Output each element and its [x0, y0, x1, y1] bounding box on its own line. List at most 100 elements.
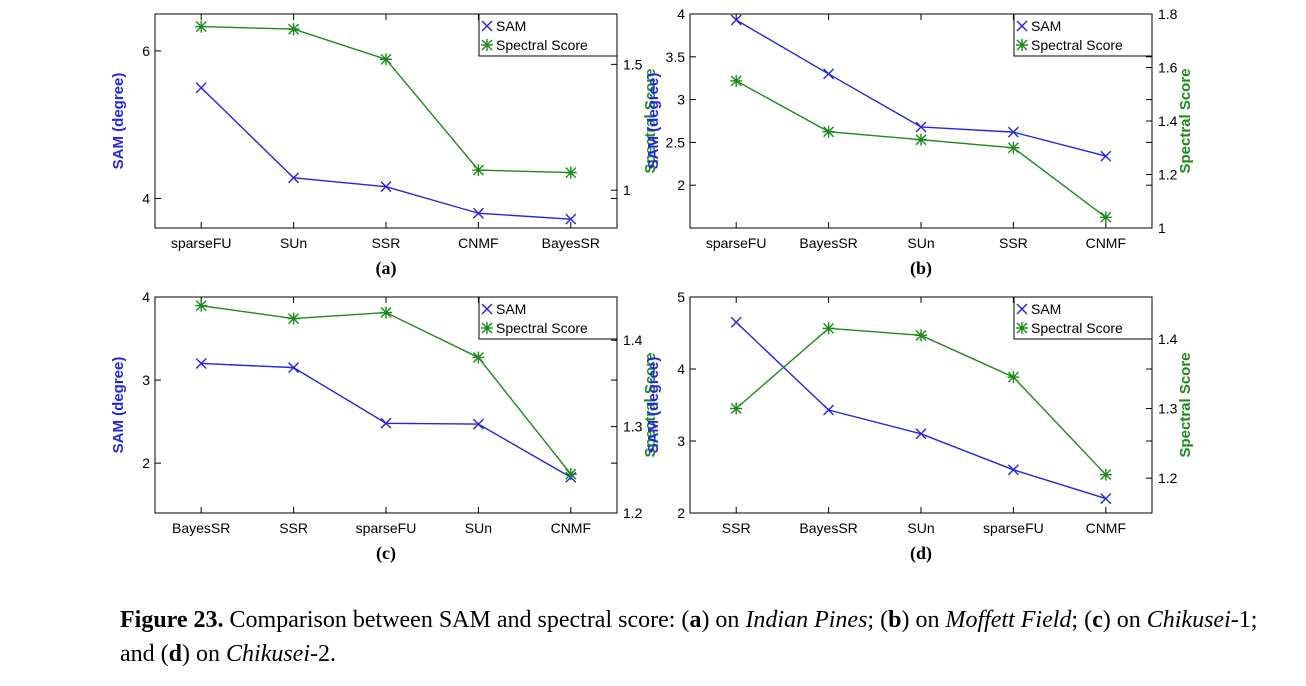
sam-point	[195, 357, 207, 369]
sam-point	[472, 207, 484, 219]
spectral-score-point	[380, 306, 392, 319]
x-tick-label: sparseFU	[706, 235, 767, 251]
y2-tick-label: 1	[623, 182, 631, 198]
x-tick-label: SUn	[907, 235, 934, 251]
caption-c-name: Chikusei	[1146, 607, 1231, 633]
sam-point	[195, 82, 207, 94]
y-axis-label: SAM (degree)	[645, 357, 662, 454]
sam-point	[380, 417, 392, 429]
sam-point	[380, 181, 392, 193]
y-tick-label: 2	[677, 505, 685, 521]
x-tick-label: CNMF	[1086, 235, 1126, 251]
y2-tick-label: 1.8	[1158, 6, 1178, 22]
legend-spectral-label: Spectral Score	[496, 320, 588, 336]
caption-label: Figure 23.	[120, 607, 224, 633]
y2-tick-label: 1.4	[1158, 113, 1178, 129]
x-tick-label: CNMF	[458, 235, 498, 251]
caption-c-after: -1; and (	[120, 607, 1258, 667]
y2-tick-label: 1.2	[1158, 167, 1178, 183]
sam-series-line	[200, 87, 571, 220]
spectral-score-point	[564, 166, 577, 179]
sam-point	[915, 121, 927, 133]
spectral-score-point	[822, 322, 835, 335]
legend: SAM Spectral Score	[1013, 296, 1153, 340]
sam-point	[565, 213, 577, 225]
spectral-score-point	[1007, 141, 1020, 154]
chart-panel-b: 2 2.5 3 3.5 4 1 1.2 1.4 1.6 1.8 sparseFU BayesSR SUn…	[645, 6, 1194, 279]
y-tick-label: 4	[677, 361, 685, 377]
legend-spectral-label: Spectral Score	[496, 37, 588, 53]
sam-point	[288, 172, 300, 184]
sam-point	[730, 14, 742, 26]
caption-d-name: Chikusei	[226, 641, 311, 667]
legend-sam-marker	[1016, 20, 1028, 32]
legend-box	[1013, 296, 1153, 340]
spectral-score-point	[1099, 211, 1112, 224]
panel-label: (d)	[910, 543, 932, 564]
spectral-score-point	[380, 53, 392, 66]
x-tick-label: BayesSR	[172, 520, 230, 536]
y2-tick-label: 1.2	[1158, 470, 1178, 486]
spectral-score-point	[915, 329, 927, 342]
sam-point	[472, 418, 484, 430]
y2-axis-label: Spectral Score	[642, 68, 659, 173]
y-tick-label: 5	[677, 289, 685, 305]
x-tick-label: SSR	[372, 235, 401, 251]
legend-sam-marker	[481, 20, 493, 32]
y-axis-label: SAM (degree)	[110, 73, 127, 170]
y-tick-label: 2	[142, 455, 150, 471]
legend: SAM Spectral Score	[1013, 13, 1153, 57]
legend: SAM Spectral Score	[478, 296, 618, 340]
panel-label: (c)	[376, 543, 396, 564]
y-tick-label: 6	[142, 43, 150, 59]
spectral-score-point	[287, 312, 300, 325]
y-tick-label: 4	[142, 190, 150, 206]
sam-point	[823, 68, 835, 80]
panel-label: (a)	[376, 258, 397, 279]
x-tick-label: sparseFU	[356, 520, 417, 536]
legend-spectral-marker	[1016, 322, 1028, 334]
x-tick-label: BayesSR	[799, 235, 857, 251]
caption-d-after: -2.	[310, 641, 337, 667]
x-tick-label: sparseFU	[171, 235, 232, 251]
figure-charts: 4 6 1 1.5 sparseFU SUn SSR CNMF BayesSR SAM (degr…	[110, 6, 1194, 564]
caption-b-after: ; (	[1071, 607, 1093, 633]
y2-axis-label: Spectral Score	[1177, 352, 1194, 457]
sam-point	[915, 428, 927, 440]
sam-point	[823, 404, 835, 416]
legend: SAM Spectral Score	[478, 13, 618, 57]
caption-lead: Comparison between SAM and spectral scor…	[229, 607, 690, 633]
y-tick-label: 2	[677, 177, 685, 193]
legend-box	[478, 13, 618, 57]
spectral-score-point	[730, 402, 743, 415]
chart-panel-d: 2 3 4 5 1.2 1.3 1.4 SSR BayesSR SUn sparseFU CNMF SA…	[645, 289, 1194, 564]
caption-d: d	[168, 641, 183, 667]
y2-tick-label: 1.5	[623, 56, 643, 72]
y-axis-label: SAM (degree)	[110, 357, 127, 454]
spectral-score-series-line	[735, 327, 1107, 476]
caption-b-name: Moffett Field	[945, 607, 1072, 633]
legend-spectral-marker	[1016, 39, 1028, 51]
y-tick-label: 4	[142, 289, 150, 305]
spectral-score-point	[287, 23, 300, 36]
spectral-score-point	[730, 74, 743, 87]
caption-c-sep: ) on	[1102, 607, 1147, 633]
legend-sam-label: SAM	[496, 18, 526, 34]
legend-sam-marker	[481, 303, 493, 315]
spectral-score-point	[564, 468, 577, 481]
y2-axis-label: Spectral Score	[642, 352, 659, 457]
spectral-score-point	[915, 133, 927, 146]
x-tick-label: BayesSR	[799, 520, 857, 536]
caption-a: a	[689, 607, 702, 633]
caption-a-sep: ) on	[701, 607, 746, 633]
caption-a-name: Indian Pines	[745, 607, 868, 633]
x-tick-label: SUn	[907, 520, 934, 536]
y2-tick-label: 1.6	[1158, 60, 1178, 76]
caption-c: c	[1092, 607, 1103, 633]
y-tick-label: 3	[677, 92, 685, 108]
x-tick-label: CNMF	[1086, 520, 1126, 536]
y-tick-label: 4	[677, 6, 685, 22]
legend-sam-label: SAM	[496, 301, 526, 317]
y2-tick-label: 1.4	[1158, 331, 1178, 347]
spectral-score-point	[195, 299, 208, 312]
